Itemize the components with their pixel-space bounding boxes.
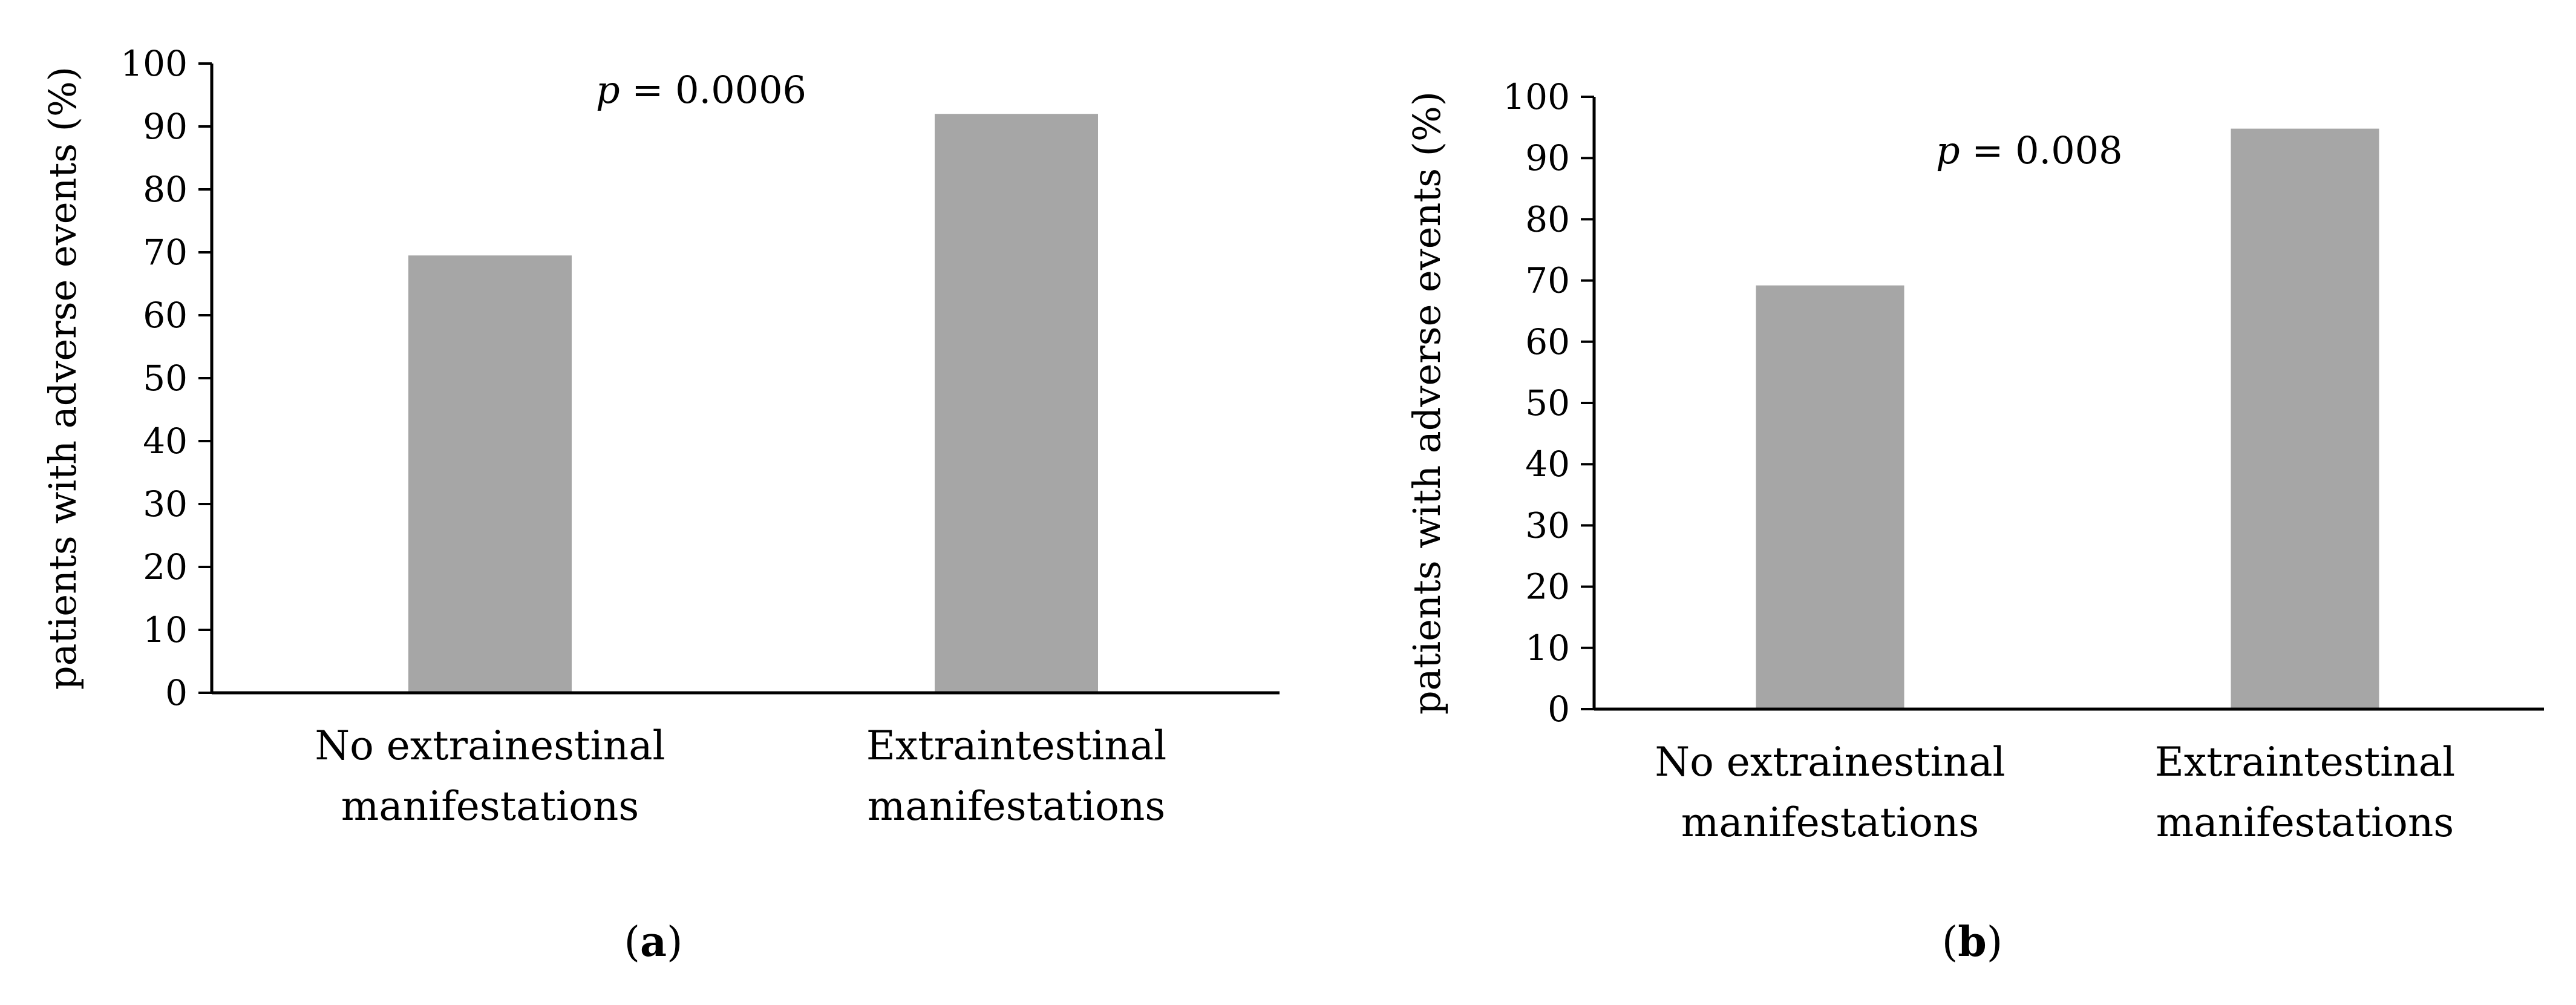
bar — [2231, 128, 2379, 709]
panel-label-b: (b) — [1942, 918, 2003, 966]
y-axis-ticks: 0 10 20 30 40 50 60 70 80 90 100 — [120, 43, 212, 713]
y-tick-label: 40 — [143, 421, 188, 462]
y-tick-label: 70 — [143, 232, 188, 273]
y-axis-title: patients with adverse events (%) — [41, 67, 85, 690]
p-value-text: = 0.008 — [1960, 128, 2123, 172]
p-value-text: = 0.0006 — [620, 68, 806, 112]
x-category-label: Extraintestinal manifestations — [2155, 739, 2455, 846]
category-labels: No extrainestinal manifestations Extrainte… — [1655, 739, 2455, 846]
y-tick-label: 10 — [1525, 627, 1570, 669]
bar — [408, 255, 572, 693]
bars — [408, 114, 1098, 693]
y-axis-ticks: 0 10 20 30 40 50 60 70 80 90 100 — [1503, 76, 1594, 730]
y-tick-label: 80 — [143, 169, 188, 210]
y-tick-label: 90 — [143, 106, 188, 147]
y-tick-label: 0 — [1548, 689, 1570, 730]
p-symbol: p — [1936, 128, 1960, 172]
chart-panel-a: 0 10 20 30 40 50 60 70 80 90 100 patients with adv… — [41, 43, 1280, 966]
x-category-label: No extrainestinal manifestations — [1655, 739, 2005, 846]
y-tick-label: 60 — [143, 295, 188, 336]
y-tick-label: 20 — [143, 546, 188, 588]
x-category-label: No extrainestinal manifestations — [315, 722, 665, 830]
y-tick-label: 100 — [120, 43, 188, 84]
bar — [935, 114, 1098, 693]
y-tick-label: 90 — [1525, 137, 1570, 178]
y-tick-label: 70 — [1525, 260, 1570, 301]
p-value-annotation: p = 0.0006 — [596, 68, 806, 112]
y-tick-label: 50 — [143, 358, 188, 399]
chart-panel-b: 0 10 20 30 40 50 60 70 80 90 100 patients with adv… — [1405, 76, 2544, 966]
panel-label-a: (a) — [624, 918, 682, 966]
y-tick-label: 100 — [1503, 76, 1570, 117]
x-category-label: Extraintestinal manifestations — [866, 722, 1166, 830]
y-tick-label: 10 — [143, 609, 188, 650]
y-tick-label: 40 — [1525, 444, 1570, 485]
y-tick-label: 30 — [1525, 505, 1570, 546]
p-value-annotation: p = 0.008 — [1936, 128, 2123, 172]
y-tick-label: 30 — [143, 483, 188, 525]
y-axis-title: patients with adverse events (%) — [1405, 91, 1449, 715]
bars — [1756, 128, 2379, 709]
category-labels: No extrainestinal manifestations Extrainte… — [315, 722, 1166, 830]
y-tick-label: 0 — [165, 672, 188, 713]
p-symbol: p — [596, 68, 620, 112]
y-tick-label: 50 — [1525, 382, 1570, 424]
y-tick-label: 20 — [1525, 566, 1570, 607]
y-tick-label: 80 — [1525, 198, 1570, 240]
y-tick-label: 60 — [1525, 321, 1570, 362]
bar — [1756, 285, 1904, 709]
